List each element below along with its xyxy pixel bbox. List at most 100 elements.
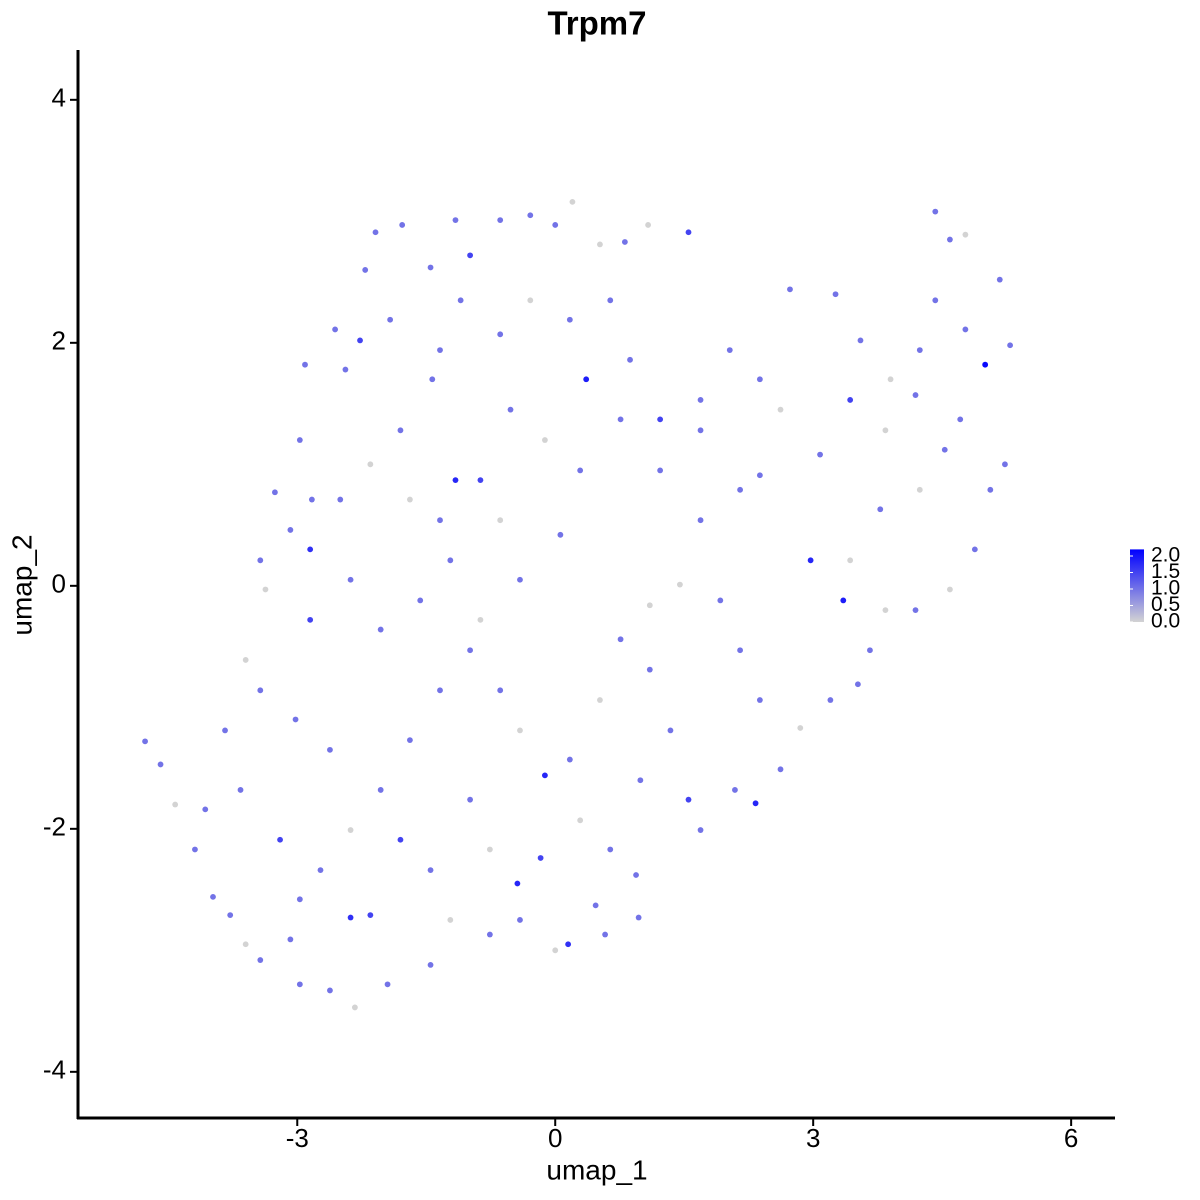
- y-axis-title: umap_2: [6, 534, 37, 635]
- point: [477, 477, 484, 484]
- point: [517, 727, 523, 734]
- point: [227, 912, 234, 918]
- point: [797, 725, 804, 731]
- point: [287, 527, 294, 533]
- point: [277, 836, 283, 843]
- point: [537, 855, 544, 861]
- point: [832, 291, 839, 298]
- point: [552, 222, 559, 228]
- point: [645, 222, 651, 228]
- point: [202, 806, 209, 813]
- point: [296, 981, 303, 988]
- point: [457, 297, 464, 304]
- point: [257, 957, 264, 963]
- point: [486, 931, 493, 938]
- point: [477, 616, 484, 623]
- point: [257, 557, 264, 564]
- point: [987, 486, 994, 493]
- point: [407, 737, 413, 744]
- point: [242, 941, 249, 948]
- point: [677, 581, 683, 588]
- point: [685, 796, 692, 803]
- x-tick-label: -3: [286, 1123, 309, 1153]
- point: [377, 626, 384, 633]
- point: [877, 506, 884, 513]
- point: [527, 297, 534, 304]
- point: [566, 756, 573, 763]
- point: [982, 361, 989, 368]
- point: [308, 496, 315, 503]
- x-tick-label: 3: [806, 1123, 820, 1153]
- point: [302, 361, 308, 368]
- point: [517, 576, 523, 583]
- point: [932, 208, 939, 215]
- point: [427, 264, 434, 271]
- point: [497, 331, 504, 338]
- point: [367, 912, 374, 918]
- point: [840, 597, 847, 604]
- point: [827, 697, 834, 703]
- point: [941, 446, 948, 453]
- color-tick-label: 0.5: [1151, 593, 1180, 616]
- point: [357, 337, 363, 344]
- point: [467, 252, 473, 259]
- point: [317, 867, 324, 874]
- point: [452, 217, 459, 224]
- y-tick-label: -4: [43, 1055, 66, 1085]
- point: [646, 666, 653, 673]
- color-tick-label: 2.0: [1151, 544, 1180, 567]
- point: [962, 326, 969, 333]
- point: [854, 681, 861, 688]
- point: [912, 607, 919, 614]
- point: [697, 827, 704, 833]
- point: [685, 229, 692, 236]
- point: [514, 880, 521, 887]
- point: [142, 738, 148, 745]
- point: [752, 800, 759, 807]
- point: [467, 647, 473, 654]
- point: [635, 914, 642, 921]
- point: [437, 517, 443, 524]
- point: [697, 397, 704, 403]
- point: [847, 557, 854, 564]
- point: [971, 546, 978, 553]
- point: [607, 297, 614, 304]
- point: [427, 867, 434, 874]
- point: [347, 576, 354, 583]
- point: [577, 467, 584, 474]
- point: [387, 316, 394, 323]
- point: [397, 836, 404, 843]
- point: [397, 427, 404, 434]
- point: [882, 427, 889, 434]
- point: [737, 647, 743, 654]
- point: [351, 1004, 358, 1011]
- point: [1007, 342, 1013, 349]
- point: [756, 472, 763, 479]
- point: [172, 801, 179, 808]
- point: [417, 597, 424, 604]
- point: [697, 517, 704, 524]
- point: [342, 366, 349, 373]
- point: [637, 777, 644, 784]
- point: [347, 914, 354, 921]
- point: [452, 477, 459, 484]
- point: [377, 787, 384, 793]
- point: [437, 687, 443, 694]
- point: [597, 241, 603, 248]
- point: [569, 198, 576, 205]
- point: [657, 467, 664, 474]
- y-tick-label: 2: [52, 326, 66, 356]
- point: [621, 239, 628, 245]
- color-tick-label: 1.0: [1151, 577, 1180, 600]
- point: [932, 297, 939, 304]
- point: [602, 931, 608, 938]
- point: [222, 727, 228, 734]
- point: [262, 586, 269, 593]
- point: [583, 376, 590, 383]
- y-tick-label: 4: [52, 83, 66, 113]
- point: [242, 657, 249, 663]
- point: [726, 347, 733, 354]
- point: [437, 347, 443, 354]
- point: [857, 337, 864, 344]
- point: [497, 517, 504, 524]
